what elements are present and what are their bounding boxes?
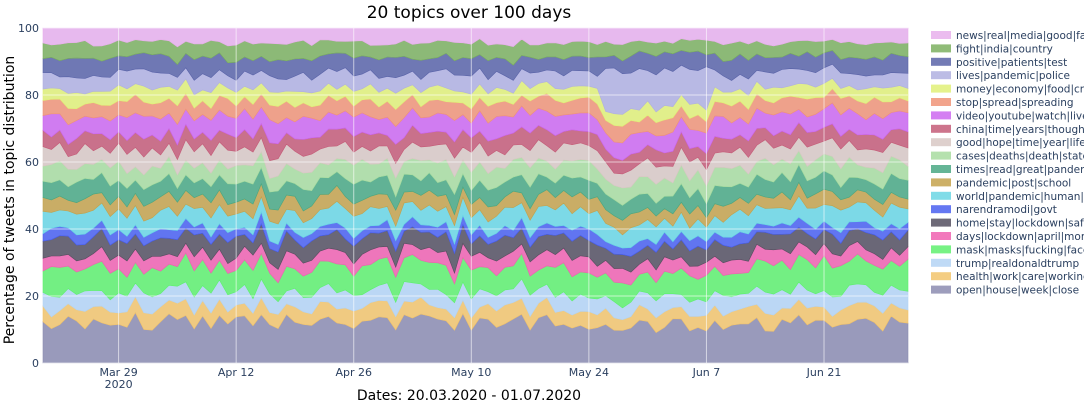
legend-swatch	[931, 178, 951, 187]
legend-item-label: cases|deaths|death|state	[956, 151, 1084, 163]
legend-item-label: health|work|care|working	[956, 271, 1084, 283]
legend-swatch	[931, 98, 951, 106]
x-tick-label: May 24	[569, 366, 609, 379]
legend-item-label: home|stay|lockdown|safe	[956, 218, 1084, 230]
legend-item-label: pandemic|post|school	[956, 177, 1071, 189]
legend-item-label: days|lockdown|april|month	[956, 231, 1084, 243]
legend-item-label: lives|pandemic|police	[956, 70, 1070, 82]
legend-item-label: trump|realdonaldtrump	[956, 258, 1079, 270]
x-tick-label: Apr 12	[218, 366, 255, 379]
x-axis-title: Dates: 20.03.2020 - 01.07.2020	[357, 388, 581, 404]
legend-item-label: fight|india|country	[956, 43, 1053, 55]
x-tick-label: Apr 26	[335, 366, 372, 379]
legend-item-label: open|house|week|close	[956, 285, 1079, 297]
legend-swatch	[931, 57, 951, 66]
x-tick-label: Mar 29	[99, 366, 137, 379]
y-tick-label: 80	[25, 89, 39, 102]
y-tick-label: 0	[32, 357, 39, 370]
legend-swatch	[931, 272, 951, 281]
legend-item-label: world|pandemic|human|fear	[956, 191, 1084, 203]
legend-item-label: china|time|years|thought	[956, 124, 1084, 136]
legend: news|real|media|good|fakefight|india|cou…	[931, 30, 1084, 297]
y-tick-label: 100	[18, 22, 39, 35]
legend-swatch	[931, 205, 951, 214]
legend-item-label: positive|patients|test	[956, 57, 1067, 69]
legend-swatch	[931, 245, 951, 254]
chart-title: 20 topics over 100 days	[367, 3, 572, 23]
y-tick-label: 20	[25, 290, 39, 303]
legend-swatch	[931, 232, 951, 240]
legend-item-label: news|real|media|good|fake	[956, 30, 1084, 42]
x-tick-label: Jun 21	[806, 366, 842, 379]
legend-item-label: stop|spread|spreading	[956, 97, 1074, 109]
legend-swatch	[931, 218, 951, 227]
legend-swatch	[931, 84, 951, 93]
legend-swatch	[931, 191, 951, 200]
legend-item-label: narendramodi|govt	[956, 204, 1057, 216]
legend-swatch	[931, 138, 951, 147]
y-tick-label: 40	[25, 223, 39, 236]
legend-swatch	[931, 285, 951, 294]
legend-item-label: good|hope|time|year|life	[956, 137, 1084, 149]
legend-item-label: video|youtube|watch|live	[956, 110, 1084, 122]
legend-swatch	[931, 258, 951, 267]
legend-item-label: money|economy|food|crisis	[956, 84, 1084, 96]
y-tick-label: 60	[25, 156, 39, 169]
legend-swatch	[931, 151, 951, 160]
legend-swatch	[931, 124, 951, 133]
legend-swatch	[931, 31, 951, 39]
y-axis-title: Percentage of tweets in topic distributi…	[2, 56, 18, 345]
legend-swatch	[931, 111, 951, 120]
x-tick-label: Jun 7	[692, 366, 721, 379]
x-tick-label: May 10	[451, 366, 491, 379]
legend-swatch	[931, 71, 951, 80]
legend-item-label: times|read|great|pandemic	[956, 164, 1084, 176]
legend-swatch	[931, 44, 951, 53]
x-tick-sublabel: 2020	[105, 378, 133, 391]
legend-swatch	[931, 165, 951, 173]
legend-item-label: mask|masks|fucking|face	[956, 244, 1084, 256]
